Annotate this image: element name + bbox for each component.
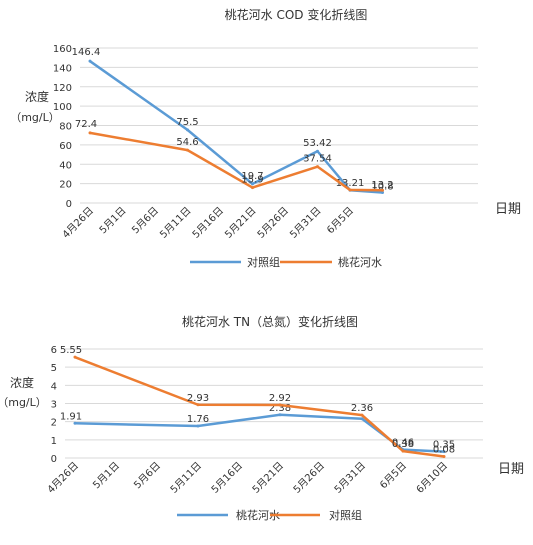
data-point <box>278 413 282 417</box>
cod-chart: 桃花河水 COD 变化折线图 浓度 （mg/L） 日期 0 20 40 60 80 100… <box>10 7 521 269</box>
legend-label: 桃花河水 <box>338 255 382 269</box>
data-point <box>442 455 446 459</box>
series-line <box>74 356 445 458</box>
data-point <box>316 165 319 169</box>
data-label: 1.76 <box>187 414 209 425</box>
data-point <box>278 403 282 407</box>
legend-label: 桃花河水 <box>236 508 280 522</box>
data-label: 10.8 <box>371 182 393 193</box>
x-tick-label: 6月5日 <box>377 460 409 492</box>
y-tick-label: 20 <box>59 180 72 191</box>
data-point <box>196 424 200 428</box>
y-tick-label: 120 <box>53 83 72 94</box>
y-axis-label-line2: （mg/L） <box>0 396 47 409</box>
y-axis-label-line1: 浓度 <box>25 89 49 104</box>
data-point <box>316 149 319 153</box>
chart-title: 桃花河水 COD 变化折线图 <box>225 7 368 22</box>
x-tick-label: 4月26日 <box>45 460 81 496</box>
data-label: 0.35 <box>433 440 455 451</box>
x-tick-label: 5月31日 <box>287 205 323 241</box>
y-tick-label: 100 <box>53 102 72 113</box>
y-tick-label: 1 <box>51 436 57 447</box>
data-label: 5.55 <box>60 345 82 356</box>
x-axis-label: 日期 <box>498 462 524 477</box>
data-label: 146.4 <box>72 47 101 58</box>
y-tick-label: 5 <box>51 363 57 374</box>
y-tick-label: 140 <box>53 63 72 74</box>
series-line <box>74 413 445 453</box>
y-axis-label-line1: 浓度 <box>10 375 34 390</box>
x-tick-label: 5月16日 <box>209 460 245 496</box>
y-tick-label: 3 <box>51 400 57 411</box>
data-point <box>360 417 364 421</box>
x-tick-label: 5月31日 <box>332 460 368 496</box>
y-tick-label: 6 <box>51 345 57 356</box>
data-point <box>196 403 200 407</box>
y-tick-label: 0 <box>66 199 72 210</box>
data-point <box>73 355 77 359</box>
legend-label: 对照组 <box>329 508 362 522</box>
legend-label: 对照组 <box>247 255 280 269</box>
chart-title: 桃花河水 TN（总氮）变化折线图 <box>182 314 358 329</box>
y-tick-label: 160 <box>53 44 72 55</box>
x-tick-label: 6月10日 <box>414 460 450 496</box>
data-label: 2.93 <box>187 393 209 404</box>
data-label: 53.42 <box>303 138 332 149</box>
x-tick-label: 5月21日 <box>222 205 258 241</box>
data-label: 2.38 <box>269 403 291 414</box>
x-tick-label: 5月21日 <box>250 460 286 496</box>
data-point <box>251 186 254 190</box>
x-tick-label: 5月16日 <box>190 205 226 241</box>
x-tick-label: 5月26日 <box>291 460 327 496</box>
x-axis-label: 日期 <box>495 202 521 217</box>
data-label: 72.4 <box>75 119 97 130</box>
series-line <box>89 131 383 192</box>
y-tick-label: 4 <box>51 381 57 392</box>
x-tick-label: 5月6日 <box>131 460 163 492</box>
y-tick-label: 60 <box>59 141 72 152</box>
data-point <box>186 128 189 132</box>
data-point <box>73 421 77 425</box>
data-point <box>88 59 92 63</box>
x-tick-label: 5月11日 <box>157 205 193 241</box>
x-tick-label: 5月26日 <box>255 205 291 241</box>
series-line <box>89 60 383 194</box>
data-label: 1.91 <box>60 411 82 422</box>
y-tick-label: 40 <box>59 160 72 171</box>
y-tick-label: 0 <box>51 454 57 465</box>
data-label: 13.21 <box>336 178 365 189</box>
data-point <box>401 449 405 453</box>
data-label: 19.7 <box>241 171 263 182</box>
y-axis-label-line2: （mg/L） <box>10 111 60 124</box>
x-tick-label: 5月11日 <box>168 460 204 496</box>
data-point <box>381 191 384 195</box>
data-point <box>88 131 92 135</box>
data-point <box>348 188 352 192</box>
y-tick-label: 2 <box>51 418 57 429</box>
data-point <box>186 148 189 152</box>
data-label: 0.08 <box>433 445 455 456</box>
data-label: 54.6 <box>176 137 198 148</box>
data-label: 37.54 <box>303 154 332 165</box>
data-point <box>360 413 364 417</box>
data-label: 75.5 <box>176 117 198 128</box>
x-tick-label: 5月1日 <box>97 205 129 237</box>
data-label: 2.92 <box>269 393 291 404</box>
data-label: 13.2 <box>371 180 393 191</box>
x-tick-label: 4月26日 <box>60 205 96 241</box>
x-tick-label: 6月5日 <box>324 205 356 237</box>
data-point <box>442 450 446 454</box>
data-label: 0.46 <box>392 438 414 449</box>
y-tick-label: 80 <box>59 122 72 133</box>
data-point <box>251 182 254 186</box>
x-tick-label: 5月6日 <box>129 205 161 237</box>
data-label: 15.9 <box>241 175 263 186</box>
data-label: 0.38 <box>392 439 414 450</box>
data-point <box>381 188 384 192</box>
tn-chart: 桃花河水 TN（总氮）变化折线图 浓度 （mg/L） 日期 0 1 2 3 4 5 6 4月2… <box>0 314 524 522</box>
x-tick-label: 5月1日 <box>90 460 122 492</box>
data-label: 2.36 <box>351 403 373 414</box>
